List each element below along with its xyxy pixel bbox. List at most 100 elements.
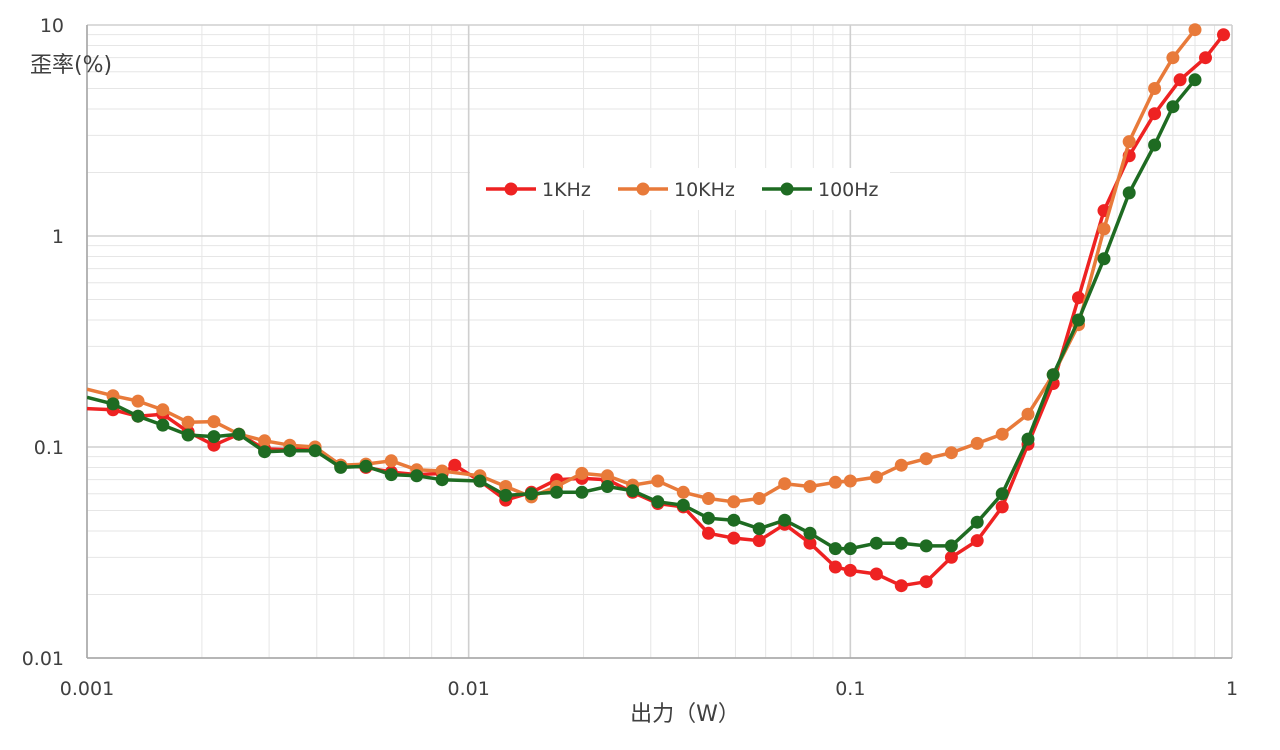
y-tick-label: 0.01 [22,648,64,670]
data-point [448,458,462,472]
data-point [970,436,984,450]
legend-label: 1KHz [542,179,591,201]
major-gridlines [86,24,1233,659]
y-tick-label: 1 [52,226,64,248]
data-point [1188,73,1202,87]
data-point [181,428,195,442]
data-point [803,536,817,550]
legend-swatch-marker [636,182,650,196]
x-tick-label: 1 [1226,678,1238,700]
legend-label: 10KHz [674,179,735,201]
data-point [702,526,715,540]
data-point [131,409,145,423]
data-point [308,444,322,458]
data-point [1021,407,1035,421]
data-point [499,480,513,493]
data-point [995,487,1009,501]
tick-labels: 0.001 0.01 0.1 1 0.01 0.1 1 10 [22,15,1238,700]
data-point [258,445,272,459]
x-tick-label: 0.001 [60,678,114,700]
data-point [106,397,120,411]
data-point [626,484,640,498]
data-point [752,534,766,548]
data-point [651,474,665,488]
data-point [258,434,272,448]
data-point [384,454,398,468]
data-point [843,563,857,577]
legend: 1KHz 10KHz 100Hz [486,179,879,201]
data-point [919,452,933,466]
data-point [550,485,564,499]
data-point [727,495,741,509]
data-point [1148,107,1162,121]
data-point [676,498,690,512]
data-point [1097,252,1111,266]
data-point [575,466,589,480]
data-point [727,513,741,527]
axes [86,25,1232,659]
series-layer [87,23,1230,593]
series-line-10KHz [87,28,1197,504]
data-point [181,415,195,429]
data-point [1148,138,1162,152]
data-point [702,511,715,525]
data-point [727,531,741,545]
data-point [803,526,817,540]
data-point [499,488,513,502]
legend-swatch-marker [504,182,518,196]
data-point [828,542,842,556]
data-point [524,487,538,501]
data-point [995,500,1009,514]
data-point [334,460,348,474]
data-point [600,480,614,493]
data-point [1188,23,1202,37]
data-point [473,474,487,488]
data-point [1122,135,1136,149]
y-tick-label: 10 [40,15,64,37]
data-point [828,560,842,574]
data-point [359,459,373,473]
data-point [384,468,398,482]
minor-gridlines [87,25,1232,658]
data-point [702,492,715,505]
legend-swatch-marker [780,182,794,196]
data-point [1148,82,1162,95]
data-point [752,492,766,505]
data-point [651,495,665,509]
data-point [843,542,857,556]
data-point [894,458,908,472]
data-point [207,430,221,444]
data-point [676,485,690,499]
data-point [1166,51,1180,65]
legend-background [470,168,890,210]
data-point [894,536,908,550]
data-point [1166,100,1180,114]
data-point [435,473,449,487]
data-point [600,469,614,483]
series-line-100Hz [87,78,1197,551]
data-point [778,513,792,527]
data-point [1097,222,1111,236]
data-point [1199,51,1212,65]
x-tick-label: 0.1 [835,678,865,700]
data-point [1173,73,1187,87]
x-axis-title: 出力（W） [630,702,740,727]
legend-label: 100Hz [818,179,879,201]
data-point [131,394,145,408]
data-point [156,418,170,432]
data-point [995,427,1009,441]
x-tick-label: 0.01 [448,678,490,700]
data-point [232,427,246,441]
data-point [944,550,958,564]
data-point [803,480,817,493]
data-point [283,444,297,458]
data-point [869,536,883,550]
data-point [1046,368,1060,382]
data-point [970,534,984,548]
data-point [1021,432,1035,446]
data-point [207,415,221,429]
data-point [828,475,842,489]
y-tick-label: 0.1 [34,437,64,459]
data-point [944,539,958,553]
